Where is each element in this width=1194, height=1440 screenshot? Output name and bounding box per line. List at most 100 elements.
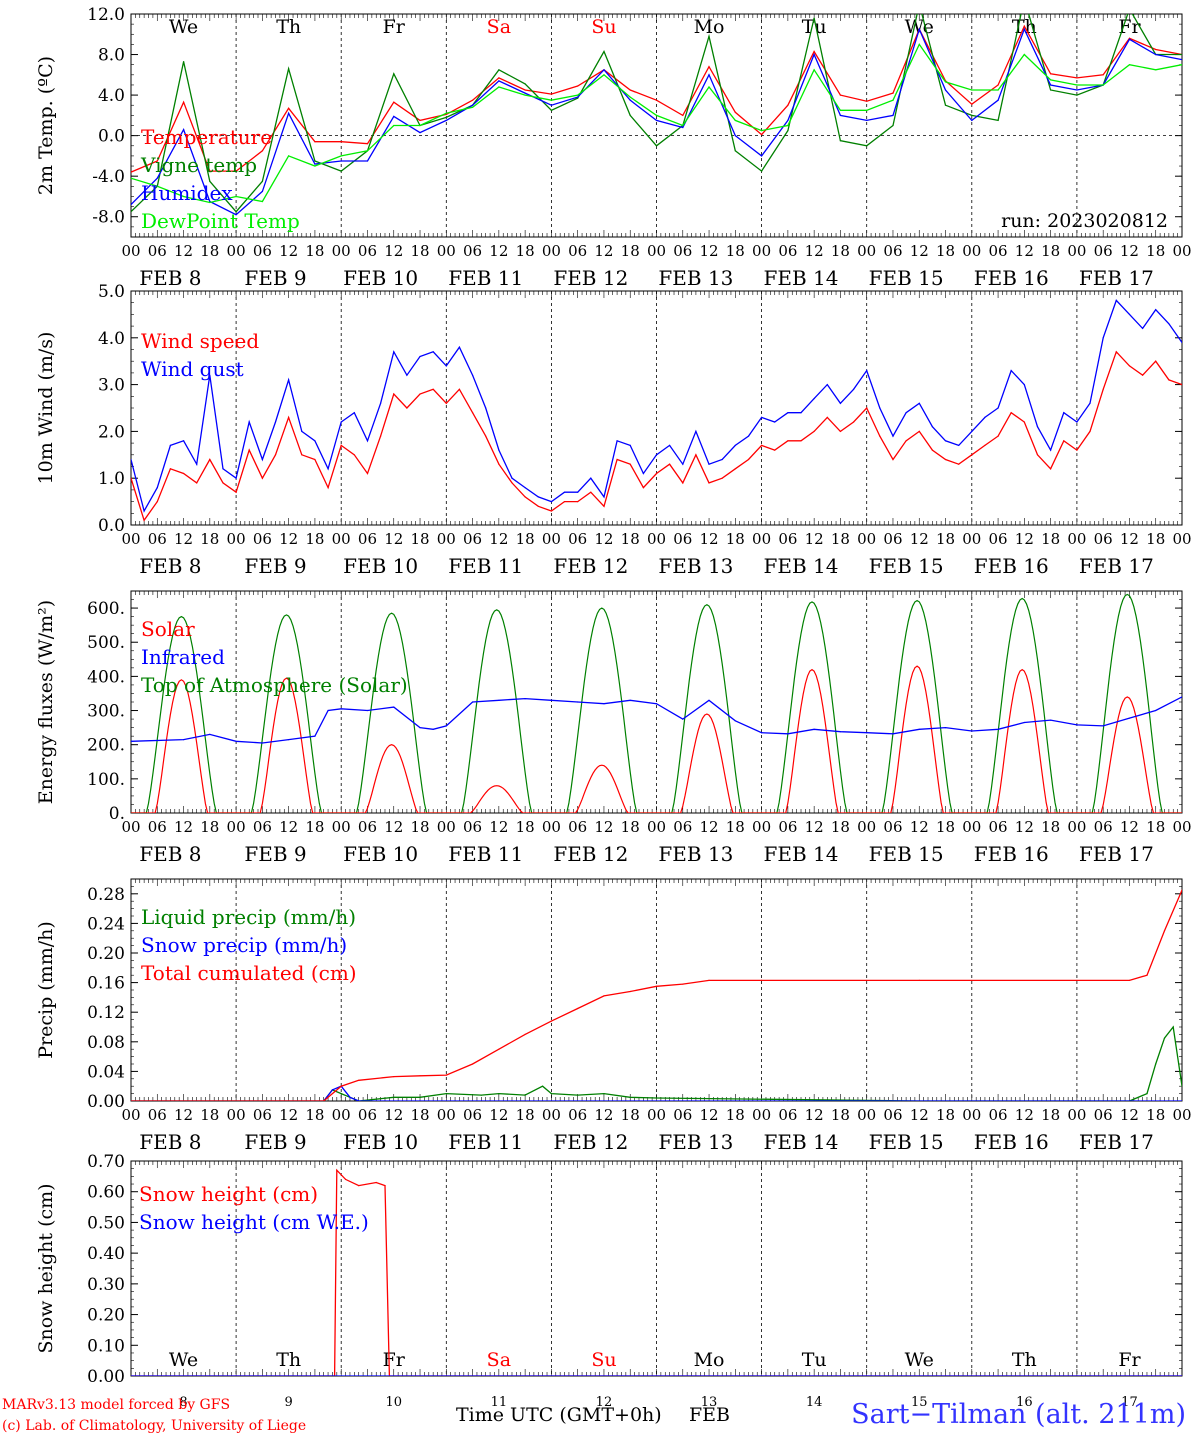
hour-tick-label: 12 bbox=[805, 242, 824, 260]
data-point bbox=[524, 94, 526, 96]
data-point bbox=[1163, 930, 1166, 932]
hour-tick-label: 18 bbox=[726, 242, 745, 260]
data-point bbox=[288, 68, 290, 70]
data-point bbox=[288, 112, 290, 114]
data-point bbox=[800, 440, 802, 442]
data-point bbox=[655, 985, 658, 987]
data-point bbox=[826, 384, 828, 386]
data-point bbox=[734, 468, 736, 470]
data-point bbox=[761, 155, 763, 157]
data-point bbox=[261, 200, 263, 203]
legend-entry: Vigne temp bbox=[140, 153, 257, 177]
data-point bbox=[577, 501, 579, 503]
y-axis-label: Snow height (cm) bbox=[35, 1183, 57, 1353]
legend-entry: DewPoint Temp bbox=[141, 209, 300, 233]
data-point bbox=[1050, 73, 1052, 75]
run-label: run: 2023020812 bbox=[1001, 210, 1168, 232]
data-point bbox=[577, 491, 579, 493]
data-point bbox=[131, 458, 132, 461]
data-point bbox=[813, 17, 815, 19]
data-point bbox=[537, 496, 539, 498]
day-number-label: 12 bbox=[596, 1395, 613, 1410]
y-tick-label: 0.16 bbox=[87, 974, 125, 994]
hour-tick-label: 06 bbox=[778, 818, 797, 836]
data-point bbox=[340, 444, 342, 446]
data-point bbox=[393, 101, 395, 103]
hour-tick-label: 06 bbox=[148, 242, 167, 260]
data-point bbox=[866, 109, 868, 111]
data-point bbox=[524, 496, 526, 498]
data-point bbox=[629, 99, 631, 101]
data-point bbox=[1128, 64, 1131, 66]
data-point bbox=[131, 211, 132, 213]
data-point bbox=[314, 141, 316, 143]
data-point bbox=[971, 89, 973, 91]
hour-tick-label: 12 bbox=[700, 1106, 719, 1124]
legend-entry: Solar bbox=[141, 617, 195, 641]
hour-tick-label: 18 bbox=[621, 530, 640, 548]
legend-entry: Wind gust bbox=[141, 357, 244, 381]
data-point bbox=[1155, 53, 1157, 56]
data-point bbox=[774, 421, 776, 423]
data-point bbox=[813, 53, 815, 56]
y-tick-label: 0.12 bbox=[87, 1003, 125, 1023]
y-tick-label: 300. bbox=[87, 702, 125, 722]
data-point bbox=[1163, 1037, 1166, 1039]
day-label: FEB 17 bbox=[1079, 266, 1154, 290]
data-point bbox=[340, 160, 342, 162]
data-point bbox=[839, 731, 842, 733]
series-line-solar bbox=[131, 665, 1182, 813]
data-point bbox=[301, 454, 303, 456]
data-point bbox=[944, 104, 947, 106]
data-point bbox=[445, 119, 447, 121]
data-point bbox=[472, 412, 474, 414]
series-group bbox=[131, 14, 1182, 216]
data-point bbox=[1172, 1026, 1174, 1028]
data-point bbox=[1128, 365, 1131, 367]
hour-tick-label: 18 bbox=[1041, 242, 1060, 260]
legend-entry: Temperature bbox=[141, 125, 272, 149]
legend-entry: Total cumulated (cm) bbox=[141, 961, 357, 985]
data-point bbox=[419, 355, 421, 358]
hour-tick-label: 18 bbox=[200, 242, 219, 260]
data-point bbox=[419, 1075, 421, 1077]
data-point bbox=[839, 430, 842, 432]
data-point bbox=[931, 449, 934, 451]
data-point bbox=[892, 114, 894, 116]
hour-tick-label: 00 bbox=[1067, 818, 1086, 836]
hour-tick-label: 06 bbox=[253, 1106, 272, 1124]
data-point bbox=[1023, 28, 1025, 30]
data-point bbox=[366, 150, 369, 152]
data-point bbox=[997, 84, 999, 86]
day-number-label: 16 bbox=[1016, 1395, 1033, 1410]
hour-tick-label: 18 bbox=[936, 818, 955, 836]
day-label: FEB 12 bbox=[553, 1130, 628, 1154]
data-point bbox=[498, 463, 500, 465]
data-point bbox=[143, 510, 145, 512]
y-tick-label: 0.24 bbox=[87, 914, 125, 934]
chart-panel-2: 0.0 1.0 2.0 3.0 4.0 5.0 10m Wind (m/s) 00 06 12 18… bbox=[35, 282, 1192, 578]
data-point bbox=[655, 1097, 658, 1099]
data-point bbox=[708, 699, 710, 701]
data-point bbox=[235, 214, 237, 216]
hour-tick-label: 18 bbox=[936, 530, 955, 548]
data-point bbox=[603, 1093, 605, 1095]
hour-tick-label: 06 bbox=[568, 242, 587, 260]
y-tick-label: 5.0 bbox=[98, 282, 125, 302]
data-point bbox=[813, 50, 815, 53]
data-point bbox=[1181, 341, 1182, 344]
day-label: FEB 9 bbox=[244, 266, 306, 290]
data-point bbox=[314, 440, 316, 442]
data-point bbox=[866, 407, 868, 409]
data-point bbox=[853, 421, 855, 423]
hour-tick-label: 12 bbox=[489, 1106, 508, 1124]
data-point bbox=[445, 112, 447, 114]
day-number-label: 9 bbox=[285, 1395, 293, 1410]
hour-tick-label: 06 bbox=[989, 530, 1008, 548]
hour-tick-label: 12 bbox=[1015, 818, 1034, 836]
legend-entry: Top of Atmosphere (Solar) bbox=[141, 673, 408, 697]
hour-tick-label: 18 bbox=[1041, 530, 1060, 548]
hour-tick-label: 00 bbox=[1172, 1106, 1191, 1124]
data-point bbox=[866, 370, 868, 372]
weekday-label: Fr bbox=[1118, 1349, 1141, 1371]
